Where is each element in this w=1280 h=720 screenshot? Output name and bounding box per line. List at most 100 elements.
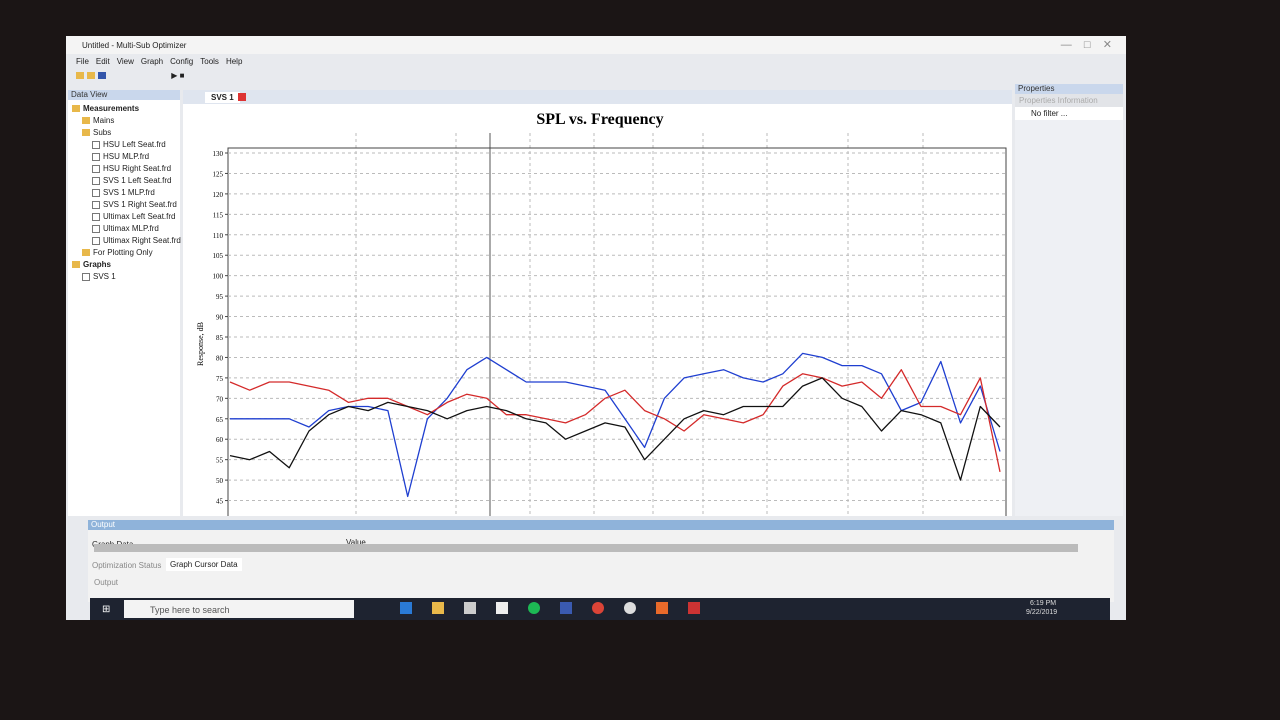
y-tick-label: 85 (216, 334, 224, 342)
tree-icon (92, 152, 100, 161)
output-tab[interactable]: Optimization Status (92, 561, 162, 570)
clock-time: 6:19 PM (1030, 600, 1057, 607)
tab-bar: SVS 1 (183, 90, 1012, 104)
x-grid (355, 133, 924, 516)
tab-close[interactable] (238, 93, 246, 101)
column-header: Value (346, 538, 366, 547)
y-tick-label: 45 (216, 498, 224, 506)
app-icon[interactable] (592, 602, 604, 614)
tree-icon (92, 188, 100, 197)
menu-item[interactable]: Config (170, 57, 194, 66)
tree-label: HSU Right Seat.frd (103, 164, 172, 173)
tree-label: Ultimax MLP.frd (103, 224, 159, 233)
menu-item[interactable]: Help (225, 57, 243, 66)
y-tick-label: 90 (216, 314, 224, 322)
y-tick-label: 100 (213, 273, 224, 281)
toolbar-icon[interactable] (87, 72, 95, 80)
y-tick-label: 70 (216, 395, 224, 403)
window-controls[interactable]: — □ ✕ (1060, 39, 1112, 51)
search-box[interactable]: Type here to search (124, 600, 354, 618)
tree-icon (92, 236, 100, 245)
tree-label: SVS 1 (93, 272, 116, 281)
tree-icon (82, 249, 90, 257)
tree-item[interactable]: HSU Right Seat.frd (72, 163, 180, 175)
app-icon[interactable] (560, 602, 572, 614)
tree-label: Ultimax Left Seat.frd (103, 212, 176, 221)
tree-icon (82, 129, 90, 137)
tree-label: SVS 1 Right Seat.frd (103, 200, 177, 209)
title-bar: Untitled - Multi-Sub Optimizer — □ ✕ (66, 36, 1126, 54)
tree-icon (92, 140, 100, 149)
output-footer: Output (94, 578, 119, 587)
toolbar: ▶ ■ (76, 71, 236, 85)
y-tick-label: 125 (213, 170, 224, 178)
app-icon[interactable] (656, 602, 668, 614)
filter[interactable]: No filter ... (1015, 107, 1123, 120)
tree-label: Graphs (83, 260, 112, 269)
tab[interactable]: SVS 1 (205, 92, 240, 103)
screen: Untitled - Multi-Sub Optimizer — □ ✕ Fil… (66, 36, 1126, 620)
tree: Measurements Mains Subs HSU Left Seat.frd HS… (68, 100, 181, 283)
tree-item[interactable]: Ultimax MLP.frd (72, 223, 180, 235)
tree-icon (72, 261, 80, 269)
y-tick-label: 80 (216, 354, 224, 362)
tree-icon (92, 176, 100, 185)
tree-label: For Plotting Only (93, 248, 153, 257)
plot-frame (227, 147, 1007, 516)
tree-icon (92, 164, 100, 173)
menu-item[interactable]: Edit (95, 57, 110, 66)
panel-header: Properties (1015, 84, 1123, 94)
tree-item[interactable]: SVS 1 (72, 271, 180, 283)
y-tick-label: 130 (213, 150, 224, 158)
chart: SPL vs. Frequency Response, dB 404550556… (183, 104, 1012, 516)
series-line (230, 352, 1001, 498)
menu-item[interactable]: Graph (140, 57, 164, 66)
tree-item[interactable]: SVS 1 MLP.frd (72, 187, 180, 199)
start-button[interactable]: ⊞ (102, 604, 111, 615)
tree-item[interactable]: Ultimax Left Seat.frd (72, 211, 180, 223)
clock-date: 9/22/2019 (1026, 609, 1058, 616)
tree-item[interactable]: Mains (72, 115, 180, 127)
menu-item[interactable]: File (76, 57, 89, 66)
output-tab[interactable]: Graph Cursor Data (166, 558, 242, 571)
tree-item[interactable]: HSU MLP.frd (72, 151, 180, 163)
tree-icon (82, 272, 90, 281)
y-tick-label: 120 (213, 191, 224, 199)
tree-label: Mains (93, 116, 115, 125)
search-placeholder: Type here to search (150, 605, 230, 615)
app-icon[interactable] (400, 602, 412, 614)
tree-item[interactable]: HSU Left Seat.frd (72, 139, 180, 151)
tree-item[interactable]: Subs (72, 127, 180, 139)
toolbar-icon[interactable] (76, 72, 84, 80)
app-icon[interactable] (432, 602, 444, 614)
app-icon[interactable] (624, 602, 636, 614)
tree-item[interactable]: SVS 1 Right Seat.frd (72, 199, 180, 211)
y-tick-label: 110 (213, 232, 224, 240)
tree-icon (92, 200, 100, 209)
tree-label: Measurements (83, 104, 140, 113)
menu-item[interactable]: Tools (200, 57, 219, 66)
tree-item[interactable]: Measurements (72, 103, 180, 115)
app-icon[interactable] (464, 602, 476, 614)
tree-item[interactable]: SVS 1 Left Seat.frd (72, 175, 180, 187)
app-icon[interactable] (528, 602, 540, 614)
tree-item[interactable]: Ultimax Right Seat.frd (72, 235, 181, 247)
y-tick-label: 55 (216, 457, 224, 465)
scrollbar[interactable] (94, 544, 1078, 552)
menu-bar: File Edit View Graph Config Tools Help (76, 57, 249, 67)
tree-item[interactable]: Graphs (72, 259, 180, 271)
app-icon[interactable] (496, 602, 508, 614)
window-title: Untitled - Multi-Sub Optimizer (82, 41, 187, 50)
tree-icon (92, 224, 100, 233)
menu-item[interactable]: View (116, 57, 134, 66)
y-axis-label: Response, dB (196, 322, 205, 366)
series-line (229, 369, 1001, 473)
output-panel: Output Graph Data Value Optimization Sta… (88, 520, 1114, 602)
tree-item[interactable]: For Plotting Only (72, 247, 180, 259)
toolbar-icon[interactable] (98, 72, 106, 80)
app-icon[interactable] (688, 602, 700, 614)
properties-panel: Properties Properties Information No fil… (1015, 84, 1123, 516)
y-tick-label: 60 (216, 436, 224, 444)
play-button[interactable]: ▶ ■ (171, 71, 185, 80)
tree-label: HSU Left Seat.frd (103, 140, 166, 149)
